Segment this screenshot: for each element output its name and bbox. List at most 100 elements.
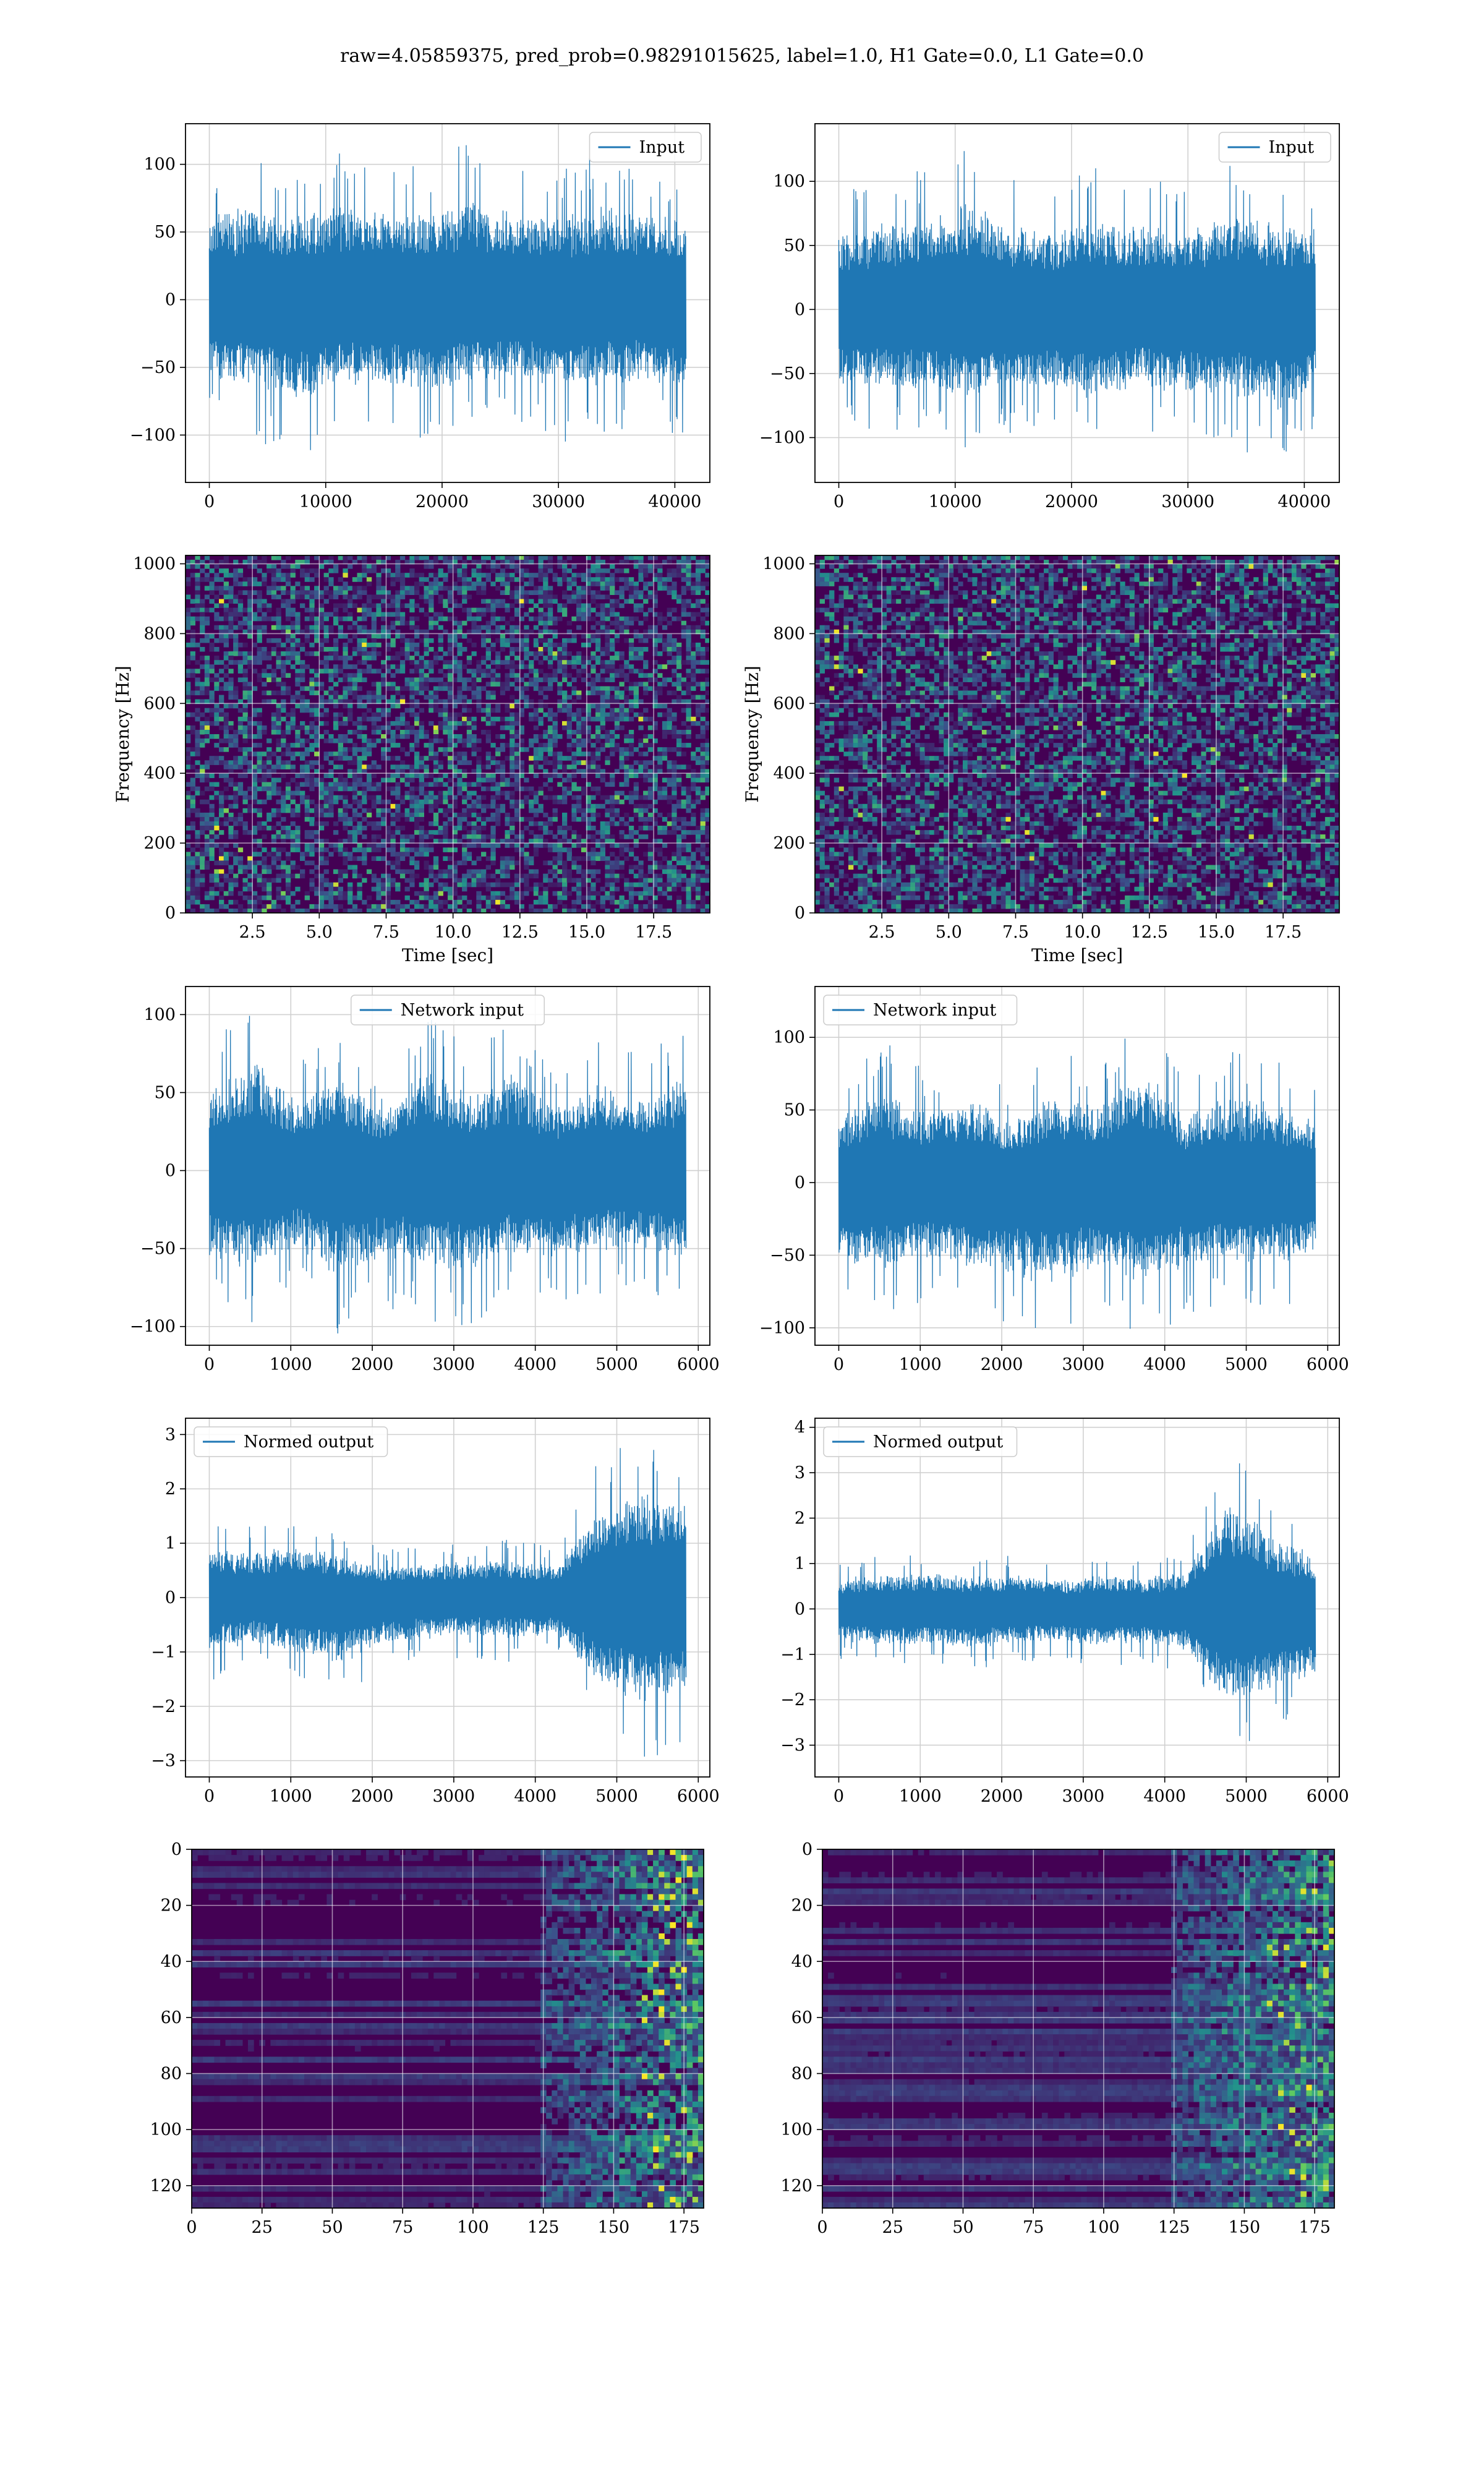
heatmap-cell [376, 834, 382, 839]
heatmap-cell [652, 699, 658, 704]
heatmap-cell [186, 760, 191, 765]
heatmap-cell [662, 586, 668, 591]
heatmap-cell [547, 590, 553, 595]
heatmap-cell [424, 564, 429, 569]
heatmap-cell [457, 603, 463, 609]
heatmap-cell [267, 886, 272, 892]
heatmap-cell [352, 560, 358, 565]
heatmap-cell [290, 790, 296, 796]
heatmap-cell [700, 821, 706, 826]
heatmap-cell [505, 856, 510, 861]
heatmap-cell [614, 821, 620, 826]
heatmap-cell [271, 699, 277, 704]
heatmap-cell [466, 856, 472, 861]
heatmap-cell [643, 769, 649, 774]
heatmap-cell [691, 816, 696, 822]
heatmap-cell [552, 843, 558, 848]
heatmap-cell [500, 660, 506, 665]
heatmap-cell [700, 747, 706, 752]
heatmap-cell [204, 620, 210, 626]
heatmap-cell [662, 647, 668, 652]
heatmap-cell [605, 873, 610, 879]
heatmap-cell [276, 586, 281, 591]
heatmap-cell [195, 581, 200, 586]
heatmap-cell [237, 643, 244, 648]
heatmap-cell [257, 843, 262, 848]
heatmap-cell [214, 656, 220, 661]
heatmap-cell [566, 695, 572, 700]
heatmap-cell [190, 560, 195, 565]
heatmap-cell [433, 891, 439, 896]
heatmap-cell [657, 577, 663, 582]
heatmap-cell [476, 834, 482, 839]
heatmap-cell [219, 669, 224, 674]
heatmap-cell [628, 708, 634, 713]
heatmap-cell [190, 669, 195, 674]
heatmap-cell [414, 764, 420, 769]
heatmap-cell [204, 852, 210, 857]
heatmap-cell [571, 590, 577, 595]
heatmap-cell [204, 816, 210, 822]
heatmap-cell [424, 599, 429, 604]
heatmap-cell [457, 699, 463, 704]
heatmap-cell [662, 886, 668, 892]
heatmap-cell [300, 664, 305, 669]
heatmap-cell [290, 716, 296, 722]
heatmap-cell [409, 686, 415, 691]
heatmap-cell [610, 603, 615, 609]
heatmap-cell [348, 803, 353, 809]
heatmap-cell [352, 677, 358, 682]
heatmap-cell [485, 695, 491, 700]
heatmap-cell [190, 725, 195, 730]
heatmap-cell [424, 773, 429, 778]
heatmap-cell [223, 686, 229, 691]
heatmap-cell [624, 712, 629, 717]
heatmap-cell [233, 730, 239, 735]
heatmap-cell [605, 834, 610, 839]
heatmap-cell [471, 803, 477, 809]
heatmap-cell [262, 555, 267, 560]
heatmap-cell [242, 882, 248, 888]
heatmap-cell [237, 860, 244, 865]
heatmap-cell [676, 847, 682, 852]
heatmap-cell [390, 803, 396, 809]
heatmap-cell [485, 760, 491, 765]
heatmap-cell [643, 594, 649, 599]
heatmap-cell [204, 616, 210, 622]
heatmap-cell [695, 799, 701, 805]
heatmap-cell [371, 612, 377, 617]
heatmap-cell [357, 673, 362, 678]
heatmap-cell [204, 564, 210, 569]
heatmap-cell [281, 734, 286, 739]
heatmap-cell [223, 716, 229, 722]
heatmap-cell [662, 703, 668, 709]
heatmap-cell [204, 673, 210, 678]
heatmap-cell [242, 581, 248, 586]
heatmap-cell [228, 777, 234, 783]
heatmap-cell [304, 699, 310, 704]
heatmap-cell [485, 773, 491, 778]
heatmap-cell [314, 586, 320, 591]
heatmap-cell [490, 843, 496, 848]
heatmap-cell [495, 664, 501, 669]
heatmap-cell [686, 808, 691, 813]
heatmap-cell [485, 620, 491, 626]
heatmap-cell [547, 616, 553, 622]
heatmap-cell [219, 699, 224, 704]
heatmap-cell [614, 690, 620, 696]
heatmap-cell [586, 577, 591, 582]
heatmap-cell [657, 812, 663, 818]
heatmap-cell [385, 839, 391, 844]
heatmap-cell [562, 664, 568, 669]
heatmap-cell [543, 643, 548, 648]
heatmap-cell [276, 677, 281, 682]
heatmap-cell [581, 656, 587, 661]
heatmap-cell [686, 790, 691, 796]
heatmap-cell [424, 769, 429, 774]
heatmap-cell [357, 856, 362, 861]
heatmap-cell [399, 873, 406, 879]
heatmap-cell [438, 721, 443, 726]
heatmap-cell [633, 647, 639, 652]
heatmap-cell [333, 682, 339, 687]
heatmap-cell [424, 586, 429, 591]
